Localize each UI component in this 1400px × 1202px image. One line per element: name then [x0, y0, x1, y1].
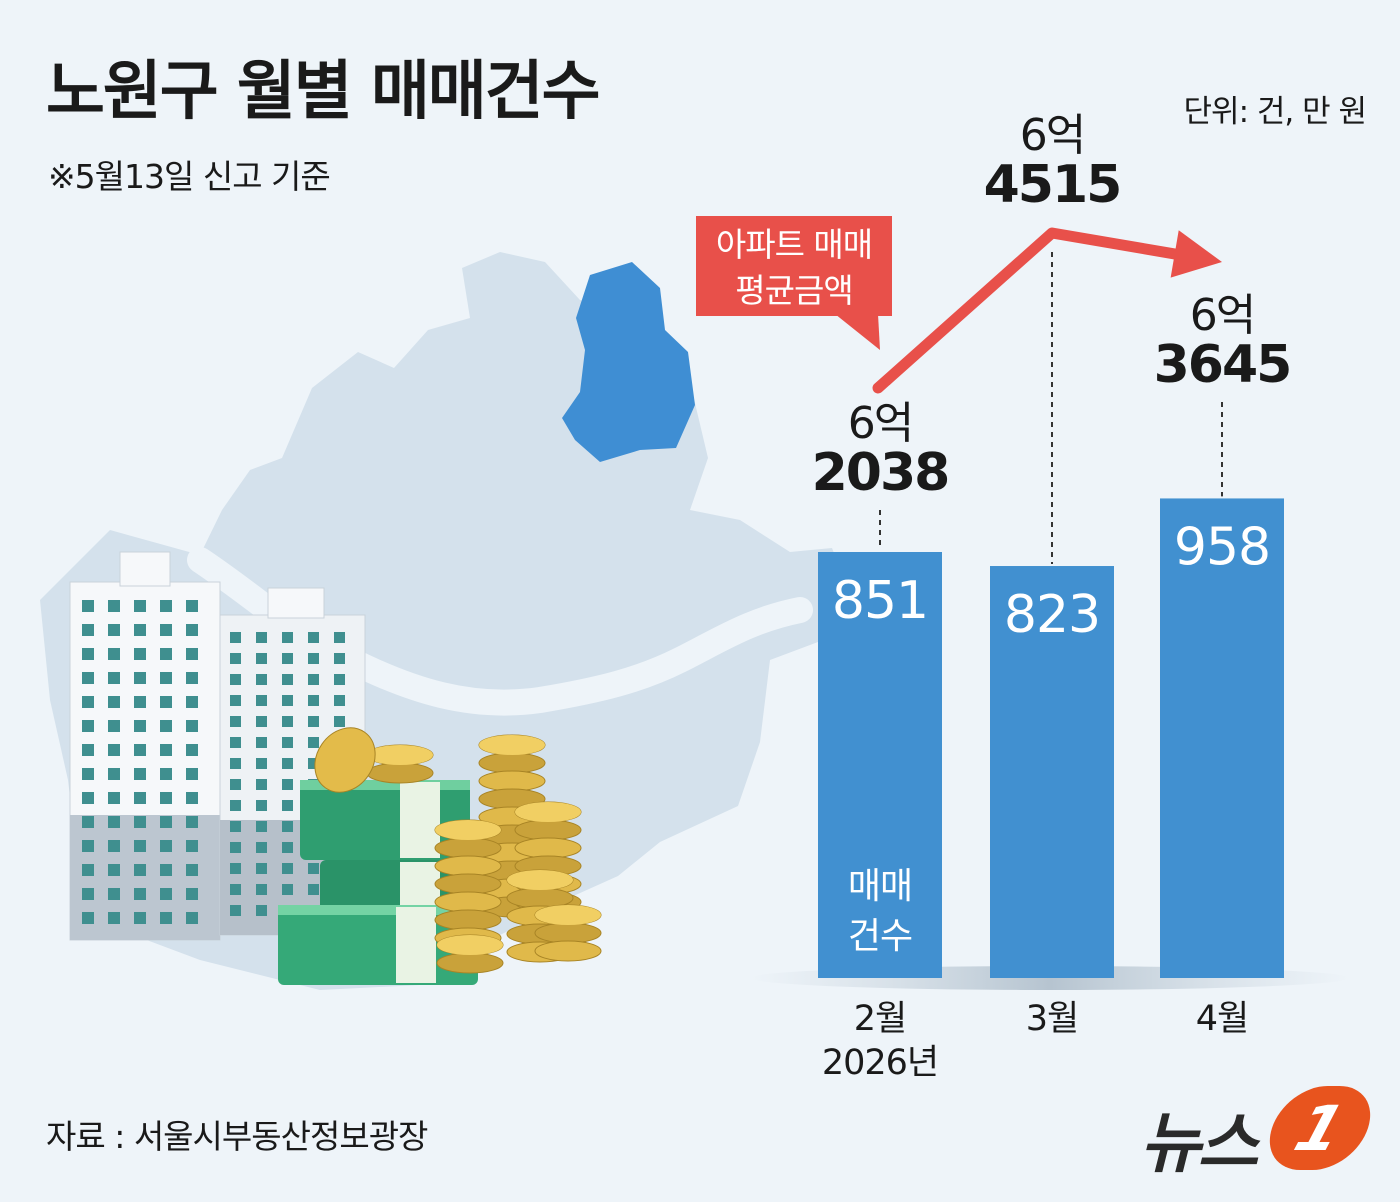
- price-label-top-3: 6억: [1190, 290, 1254, 341]
- avg-price-callout: 아파트 매매 평균금액: [696, 216, 892, 350]
- category-sublabel-1: 2026년: [822, 1043, 938, 1083]
- unit-label: 단위: 건, 만 원: [1183, 94, 1367, 130]
- price-label-bottom-3: 3645: [1154, 335, 1291, 395]
- price-trend-arrowhead: [1170, 230, 1222, 278]
- nowon-district: [562, 262, 695, 462]
- bar-3: [1160, 498, 1284, 978]
- cash-stacks: [278, 780, 478, 985]
- source-label: 자료 : 서울시부동산정보광장: [46, 1117, 428, 1156]
- callout-line1: 아파트 매매: [716, 225, 872, 264]
- news1-logo: 뉴스 1: [1140, 1086, 1382, 1182]
- bar-legend-line2: 건수: [848, 916, 912, 957]
- price-label-top-2: 6억: [1020, 110, 1084, 161]
- chart-title: 노원구 월별 매매건수: [46, 55, 600, 129]
- price-label-top-1: 6억: [848, 398, 912, 449]
- building-windows: [82, 600, 345, 924]
- price-trend-line: [872, 227, 1189, 394]
- bar-value-label-2: 823: [1004, 585, 1100, 645]
- price-label-bottom-1: 2038: [812, 443, 949, 503]
- bar-1: [818, 552, 942, 978]
- price-label-bottom-2: 4515: [984, 155, 1121, 215]
- bar-value-label-3: 958: [1174, 517, 1270, 577]
- bar-2: [990, 566, 1114, 978]
- callout-line2: 평균금액: [735, 271, 852, 310]
- category-label-2: 3월: [1026, 999, 1078, 1039]
- bar-value-label-1: 851: [832, 571, 928, 631]
- category-label-1: 2월: [854, 999, 906, 1039]
- logo-text: 뉴스: [1140, 1105, 1258, 1182]
- reference-note: ※5월13일 신고 기준: [48, 157, 331, 196]
- coin-stacks: [314, 727, 602, 974]
- bar-legend-line1: 매매: [848, 866, 912, 907]
- category-label-3: 4월: [1196, 999, 1248, 1039]
